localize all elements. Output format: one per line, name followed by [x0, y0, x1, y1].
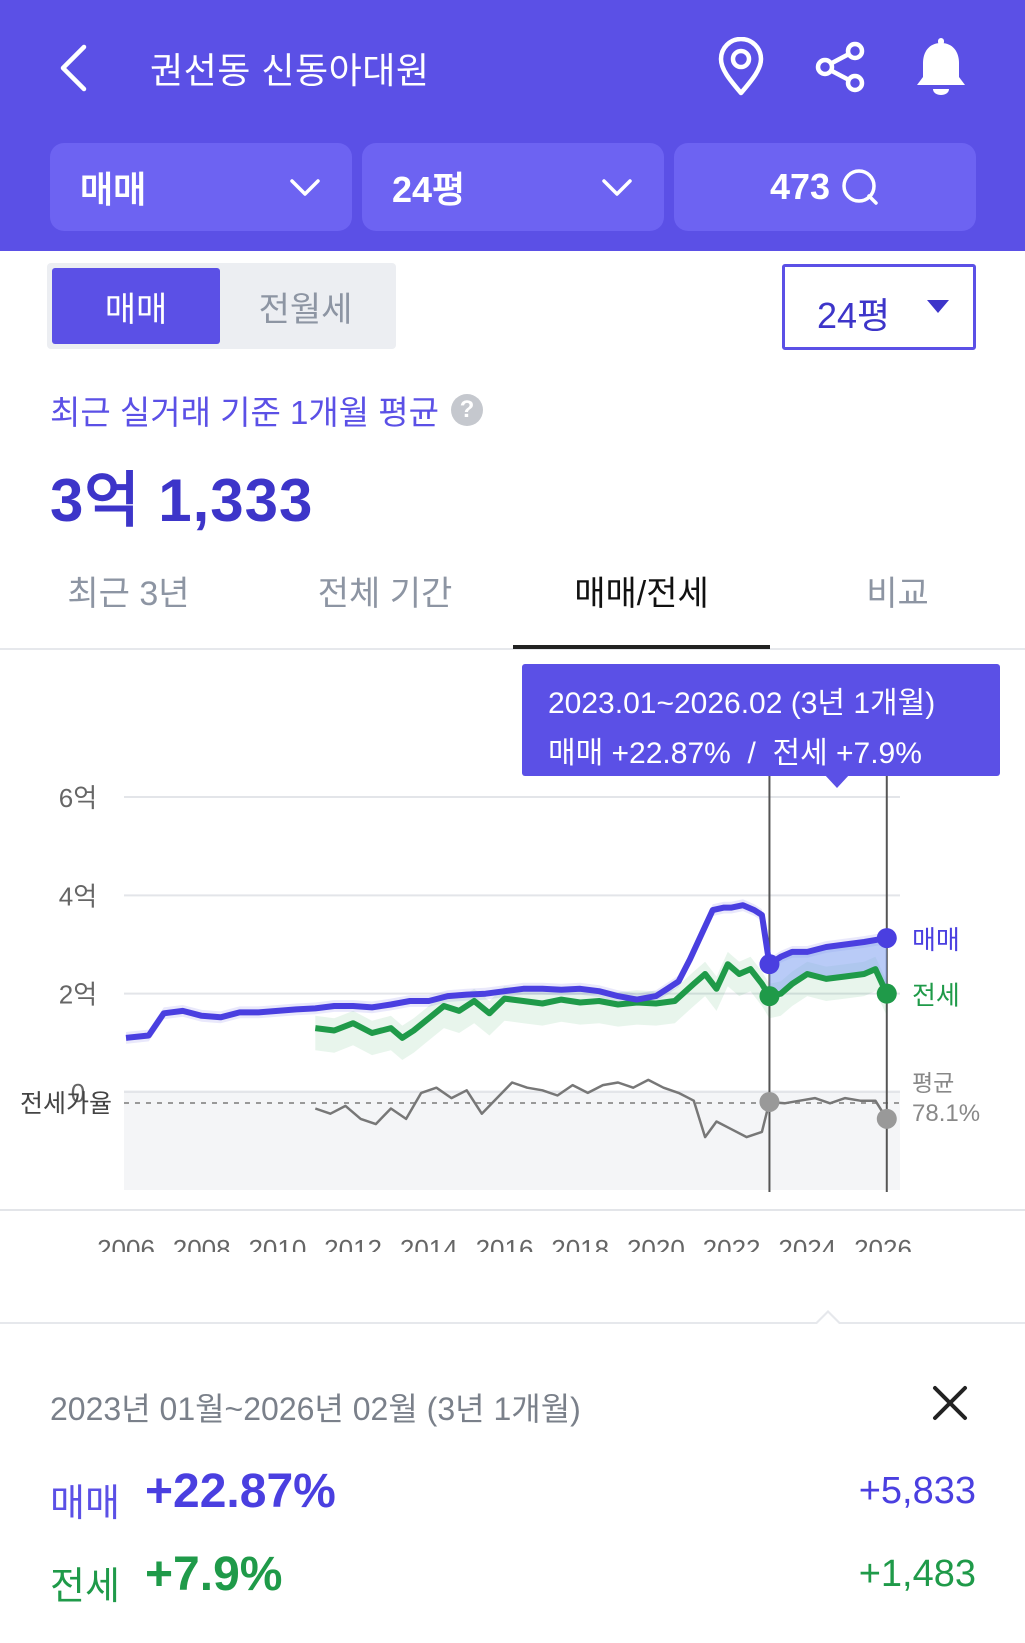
range-tooltip: 2023.01~2026.02 (3년 1개월) 매매 +22.87% / 전세…: [522, 664, 1000, 788]
x-tick-label: 2008: [173, 1234, 231, 1252]
tab-sale-jeonse[interactable]: 매매/전세: [574, 575, 709, 613]
tooltip-range: 2023.01~2026.02 (3년 1개월): [548, 687, 936, 720]
chevron-down-icon: [290, 179, 320, 196]
ratio-label: 전세가율: [20, 1090, 112, 1118]
jeonse-range-band: [315, 951, 887, 1060]
toggle-rent[interactable]: 전월세: [258, 290, 353, 329]
size-filter-label: 24평: [392, 169, 466, 210]
location-pin-icon: [718, 37, 764, 96]
comments-count: 473: [769, 166, 831, 207]
size-dropdown-value: 24평: [817, 295, 891, 336]
caret-down-icon: [927, 300, 949, 313]
comment-bubble-icon: [842, 169, 878, 205]
jeonse-line: [314, 961, 890, 1041]
tab-compare[interactable]: 비교: [866, 575, 929, 613]
tab-recent-3y[interactable]: 최근 3년: [67, 575, 190, 613]
deal-type-label: 매매: [80, 169, 147, 210]
chart-svg: 6억 4억 2억 0 2006 2008 2010 2012 2014 2016 2018 2020 2…: [0, 772, 1025, 1264]
average-label-text: 최근 실거래 기준 1개월 평균: [50, 394, 439, 431]
x-tick-label: 2016: [476, 1234, 534, 1252]
back-button[interactable]: [48, 38, 98, 98]
panel-notch-fill: [816, 1313, 840, 1325]
active-tab-indicator: [513, 645, 770, 649]
x-tick-label: 2012: [324, 1234, 382, 1252]
size-filter[interactable]: 24평: [362, 143, 664, 231]
jeonse-start-point: [759, 986, 780, 1007]
x-tick-label: 2014: [400, 1234, 458, 1252]
ratio-start-point: [759, 1091, 780, 1112]
chevron-down-icon: [602, 179, 632, 196]
range-period: 2023년 01월~2026년 02월 (3년 1개월): [50, 1391, 581, 1427]
deal-type-filter[interactable]: 매매: [50, 143, 352, 231]
close-button[interactable]: [925, 1378, 975, 1428]
y-tick-label: 6억: [59, 783, 97, 813]
x-tick-label: 2022: [703, 1234, 761, 1252]
back-arrow-icon: [60, 44, 87, 92]
price-chart[interactable]: 6억 4억 2억 0 2006 2008 2010 2012 2014 2016 2018 2020 2…: [0, 652, 1025, 1264]
sale-change-amount: +5,833: [858, 1470, 976, 1512]
sale-series-label: 매매: [912, 925, 960, 955]
app-header: 권선동 신동아대원 매매: [0, 0, 1025, 251]
average-price: 3억 1,333: [50, 467, 314, 534]
sale-change-percent: +22.87%: [145, 1465, 336, 1518]
x-tick-label: 2018: [551, 1234, 609, 1252]
x-tick-label: 2026: [854, 1234, 912, 1252]
help-icon[interactable]: ?: [451, 394, 483, 426]
ratio-end-point: [876, 1108, 897, 1129]
share-icon: [815, 41, 865, 93]
bell-icon: [917, 38, 965, 95]
sale-label: 매매: [50, 1483, 120, 1525]
y-tick-label: 0: [71, 1078, 85, 1108]
ratio-line: [314, 1078, 888, 1139]
size-dropdown[interactable]: 24평: [782, 264, 976, 350]
jeonse-series-label: 전세: [912, 981, 960, 1011]
x-tick-label: 2020: [627, 1234, 685, 1252]
tooltip-arrow: [824, 774, 850, 788]
range-summary-panel: 2023년 01월~2026년 02월 (3년 1개월) 매매 +22.87% …: [0, 1310, 1025, 1643]
deal-type-toggle: 매매 전월세: [47, 263, 396, 349]
close-icon: [933, 1386, 967, 1420]
tooltip-change: 매매 +22.87% / 전세 +7.9%: [548, 737, 922, 770]
comments-button[interactable]: 473: [674, 143, 976, 231]
y-tick-label: 2억: [59, 980, 97, 1010]
tab-all-period[interactable]: 전체 기간: [317, 575, 453, 613]
top-bar: 권선동 신동아대원: [0, 0, 1025, 135]
jeonse-label: 전세: [50, 1566, 120, 1608]
ratio-band: [124, 1090, 900, 1190]
jeonse-change-row: 전세 +7.9% +1,483: [50, 1547, 976, 1608]
average-value: 78.1%: [912, 1100, 980, 1127]
period-tabs: 최근 3년 전체 기간 매매/전세 비교: [0, 550, 1025, 650]
filter-bar: 매매 24평 473: [50, 143, 976, 231]
toggle-sale[interactable]: 매매: [52, 268, 220, 344]
page-title: 권선동 신동아대원: [150, 50, 430, 91]
sale-end-point: [876, 928, 897, 949]
average-label: 최근 실거래 기준 1개월 평균 ?: [50, 386, 483, 434]
x-tick-label: 2010: [248, 1234, 306, 1252]
notification-button[interactable]: [908, 34, 974, 100]
jeonse-end-point: [876, 983, 897, 1004]
x-tick-label: 2006: [97, 1234, 155, 1252]
y-tick-label: 4억: [59, 881, 97, 911]
location-button[interactable]: [708, 34, 774, 100]
sale-change-row: 매매 +22.87% +5,833: [50, 1464, 976, 1525]
jeonse-change-percent: +7.9%: [145, 1548, 283, 1601]
jeonse-change-amount: +1,483: [858, 1553, 976, 1595]
average-label: 평균: [912, 1070, 954, 1096]
share-button[interactable]: [807, 34, 873, 100]
sale-start-point: [759, 954, 780, 975]
x-tick-label: 2024: [778, 1234, 836, 1252]
sale-line: [125, 902, 888, 1041]
